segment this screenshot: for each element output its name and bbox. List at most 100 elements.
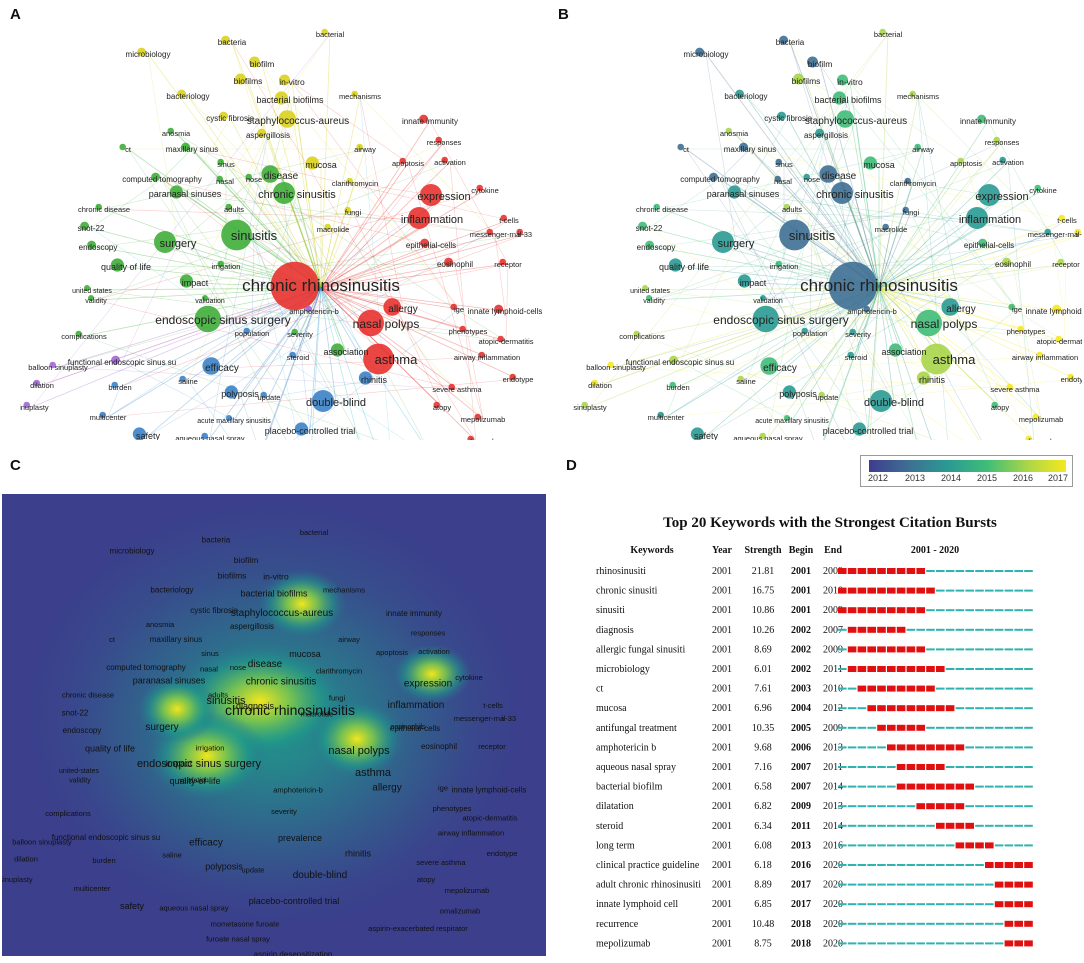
network-node-label: mucosa [863, 160, 895, 170]
burst-row: antifungal treatment 2001 10.35 2005 2009 [596, 723, 1033, 734]
timeline-segment [847, 903, 857, 906]
burst-segment [838, 568, 847, 574]
burst-end: 2013 [823, 801, 843, 812]
burst-segment [906, 724, 916, 731]
network-edge [917, 95, 948, 440]
burst-segment [906, 705, 916, 712]
network-node-label: clarithromycin [332, 179, 378, 188]
timeline-segment [867, 903, 876, 906]
panel-label-d: D [566, 457, 577, 474]
density-keyword-label: quality-of-life [169, 776, 220, 786]
burst-segment [975, 842, 984, 849]
network-node-label: innate lymphoid-cells [1026, 307, 1082, 316]
network-node [1036, 351, 1043, 359]
timeline-segment [857, 805, 867, 808]
timeline-segment [896, 942, 906, 945]
burst-keyword: antifungal treatment [596, 723, 677, 734]
timeline-segment [867, 942, 876, 945]
burst-segment [857, 646, 867, 653]
network-node [399, 157, 407, 165]
network-node [712, 231, 734, 253]
burst-segment [926, 783, 935, 790]
timeline-segment [838, 726, 847, 729]
burst-row: aqueous nasal spray 2001 7.16 2007 2011 [596, 762, 1033, 773]
burst-begin: 2002 [791, 664, 811, 675]
network-node-label: eosinophil [995, 260, 1031, 269]
density-keyword-label: amphotericin-b [273, 786, 323, 795]
panel-label-c: C [10, 457, 21, 474]
density-keyword-label: validation [179, 777, 209, 784]
density-keyword-label: anosmia [146, 620, 175, 629]
timeline-segment [877, 805, 886, 808]
network-edge [175, 132, 226, 182]
network-node-label: steroid [845, 353, 868, 362]
network-node [779, 35, 788, 45]
network-edge [320, 233, 526, 289]
network-edge [649, 289, 1065, 342]
network-node-label: quality of life [659, 262, 709, 272]
timeline-segment [1024, 844, 1033, 847]
network-edge [320, 287, 488, 358]
network-edge [233, 208, 361, 440]
network-node-label: mepolizumab [461, 415, 506, 424]
network-node [775, 260, 782, 268]
network-edge [823, 287, 880, 440]
timeline-segment [838, 883, 847, 886]
network-node [863, 156, 877, 170]
burst-column-header: Keywords [630, 545, 673, 556]
burst-segment [896, 607, 906, 614]
network-node-label: endotype [503, 375, 534, 384]
burst-row: allergic fungal sinusiti 2001 8.69 2002 2009 [596, 644, 1033, 655]
network-edge [147, 287, 322, 437]
network-node-label: apoptosis [950, 159, 982, 168]
network-overlay-chart: bacteria biofilm bacterial microbiology in-v… [573, 28, 1082, 440]
network-node [500, 214, 508, 222]
density-keyword-label: microbiology [110, 547, 155, 556]
burst-segment [926, 685, 935, 692]
network-edge [95, 299, 458, 390]
network-node [221, 35, 231, 45]
network-node-label: atopy [991, 403, 1010, 412]
timeline-segment [1014, 628, 1023, 631]
network-node-label: aspergillosis [804, 131, 848, 140]
network-edge [782, 33, 889, 182]
network-edge [299, 333, 337, 404]
timeline-segment [985, 903, 994, 906]
burst-keyword: adult chronic rhinosinusiti [596, 880, 701, 891]
network-edge [359, 95, 496, 235]
burst-segment [867, 685, 876, 692]
timeline-segment [1004, 785, 1014, 788]
network-node [978, 238, 987, 248]
density-keyword-label: multicenter [74, 884, 111, 893]
network-edge [449, 161, 477, 440]
burst-segment [994, 881, 1004, 888]
timeline-segment [857, 844, 867, 847]
network-node-label: expression [975, 191, 1028, 203]
network-edge [320, 287, 476, 440]
network-node-label: rhinitis [361, 375, 388, 385]
network-edge [878, 244, 990, 289]
network-node [88, 295, 94, 301]
burst-segment [867, 607, 876, 614]
burst-year: 2001 [712, 840, 732, 851]
network-node-label: saline [736, 377, 756, 386]
network-edge [615, 320, 782, 368]
network-node-label: severity [287, 330, 313, 339]
density-keyword-label: balloon sinuplasty [12, 838, 72, 847]
burst-year: 2001 [712, 684, 732, 695]
network-node [801, 327, 808, 335]
timeline-segment [965, 570, 974, 572]
burst-segment [936, 822, 945, 829]
timeline-segment [887, 766, 896, 768]
network-node-label: in-vitro [837, 77, 863, 87]
density-hotspot [392, 644, 472, 704]
network-node-label: asthma [933, 352, 976, 367]
network-node [289, 351, 297, 359]
timeline-segment [985, 628, 994, 631]
network-node [760, 295, 766, 301]
network-node-label: nose [804, 175, 820, 184]
burst-segment [1024, 901, 1033, 908]
network-node-label: maxillary sinus [166, 145, 218, 154]
network-edge [251, 236, 255, 334]
burst-segment [916, 803, 925, 810]
